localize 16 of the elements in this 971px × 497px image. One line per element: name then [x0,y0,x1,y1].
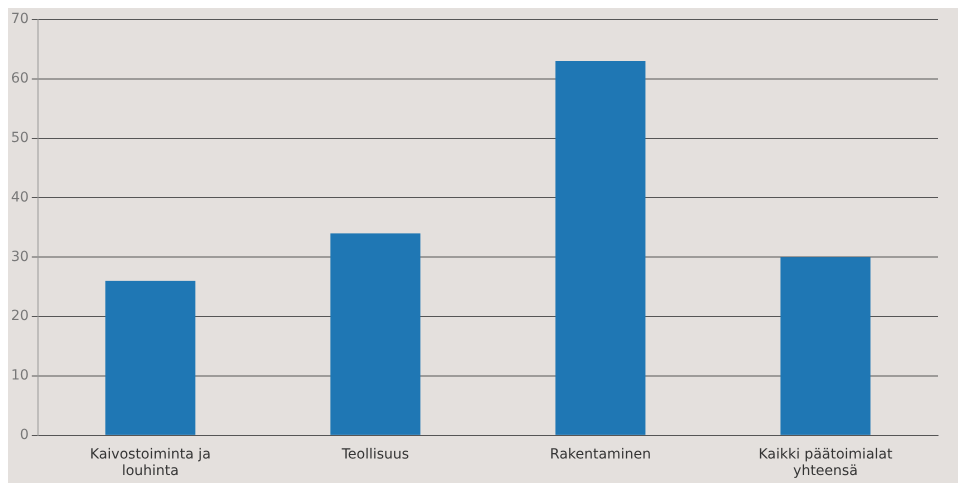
y-tick-label: 20 [10,308,29,324]
x-tick-label: Kaivostoiminta ja louhinta [90,446,211,480]
bar [105,280,196,435]
x-tick-label: Rakentaminen [550,446,651,462]
y-tick-label: 30 [10,248,29,265]
y-tick-label: 10 [10,368,29,384]
bar [780,257,870,435]
bar [330,233,420,435]
x-tick-label: Kaikki päätoimialat yhteensä [758,446,893,480]
y-tick-label: 40 [10,189,29,206]
x-tick-label: Teollisuus [340,446,410,462]
y-tick-label: 0 [20,427,29,444]
y-tick-label: 60 [10,70,29,86]
bar [555,61,646,435]
y-tick-label: 50 [10,130,29,146]
y-tick-label: 70 [10,11,29,28]
